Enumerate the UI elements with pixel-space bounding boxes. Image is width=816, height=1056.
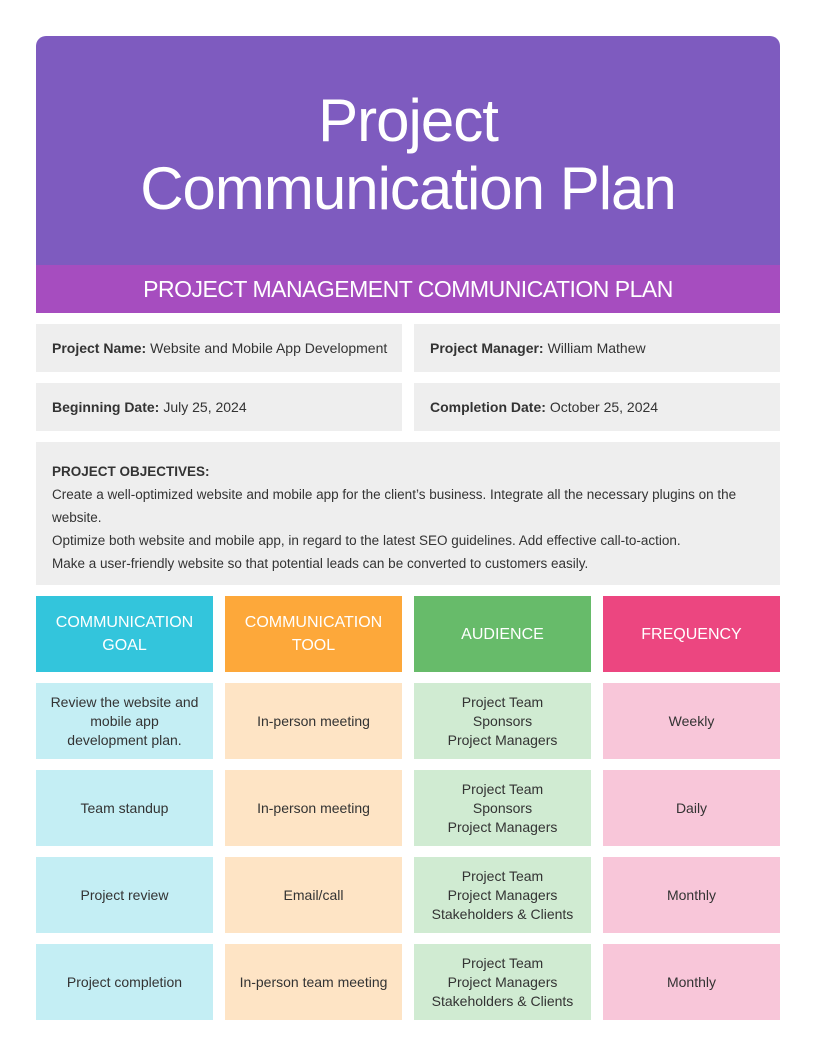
- audience-line: Project Team: [461, 954, 544, 971]
- field-value: William Mathew: [547, 340, 646, 356]
- table-cell: Project Team Sponsors Project Managers: [414, 770, 591, 846]
- field-label: Beginning Date:: [52, 399, 160, 415]
- objectives: PROJECT OBJECTIVES: Create a well-optimi…: [36, 442, 780, 585]
- title: Project Communication Plan: [140, 86, 677, 222]
- field-value: October 25, 2024: [549, 399, 659, 415]
- audience-line: Stakeholders & Clients: [431, 992, 574, 1009]
- table-cell: Project completion: [36, 944, 213, 1020]
- objectives-title: PROJECT OBJECTIVES:: [52, 464, 210, 479]
- table-cell: Project Team Project Managers Stakeholders…: [414, 857, 591, 933]
- field-label: Completion Date:: [430, 399, 546, 415]
- subtitle: PROJECT MANAGEMENT COMMUNICATION PLAN: [36, 265, 780, 313]
- table-cell: Weekly: [603, 683, 780, 759]
- audience-line: Project Team: [461, 780, 544, 797]
- audience-line: Project Managers: [447, 818, 558, 835]
- table-cell: Monthly: [603, 944, 780, 1020]
- objective-line: Make a user-friendly website so that pot…: [52, 556, 589, 571]
- table-cell: Project Team Sponsors Project Managers: [414, 683, 591, 759]
- info-field: Project Manager: William Mathew: [414, 324, 780, 372]
- table-cell: Monthly: [603, 857, 780, 933]
- audience-line: Project Team: [461, 693, 544, 710]
- table-cell: In-person meeting: [225, 770, 402, 846]
- column-header: COMMUNICATION GOAL: [36, 596, 213, 672]
- column-header: FREQUENCY: [603, 596, 780, 672]
- table-cell: Email/call: [225, 857, 402, 933]
- table-cell: Project review: [36, 857, 213, 933]
- field-value: July 25, 2024: [163, 399, 247, 415]
- column-header: COMMUNICATION TOOL: [225, 596, 402, 672]
- audience-line: Project Managers: [447, 973, 558, 990]
- audience-line: Stakeholders & Clients: [431, 905, 574, 922]
- audience-line: Project Team: [461, 867, 544, 884]
- table-cell: In-person meeting: [225, 683, 402, 759]
- table-cell: In-person team meeting: [225, 944, 402, 1020]
- info-field: Project Name: Website and Mobile App Deve…: [36, 324, 402, 372]
- field-label: Project Name:: [52, 340, 147, 356]
- table-cell: Review the website and mobile app develo…: [36, 683, 213, 759]
- table-cell: Project Team Project Managers Stakeholders…: [414, 944, 591, 1020]
- audience-line: Project Managers: [447, 731, 558, 748]
- field-value: Website and Mobile App Development: [150, 340, 388, 356]
- table-cell: Team standup: [36, 770, 213, 846]
- info-field: Completion Date: October 25, 2024: [414, 383, 780, 431]
- field-label: Project Manager:: [430, 340, 544, 356]
- info-field: Beginning Date: July 25, 2024: [36, 383, 402, 431]
- audience-line: Sponsors: [472, 712, 533, 729]
- table-cell: Daily: [603, 770, 780, 846]
- header: Project Communication Plan: [36, 36, 780, 265]
- column-header: AUDIENCE: [414, 596, 591, 672]
- audience-line: Project Managers: [447, 886, 558, 903]
- objective-line: Create a well-optimized website and mobi…: [52, 487, 737, 525]
- objective-line: Optimize both website and mobile app, in…: [52, 533, 681, 548]
- audience-line: Sponsors: [472, 799, 533, 816]
